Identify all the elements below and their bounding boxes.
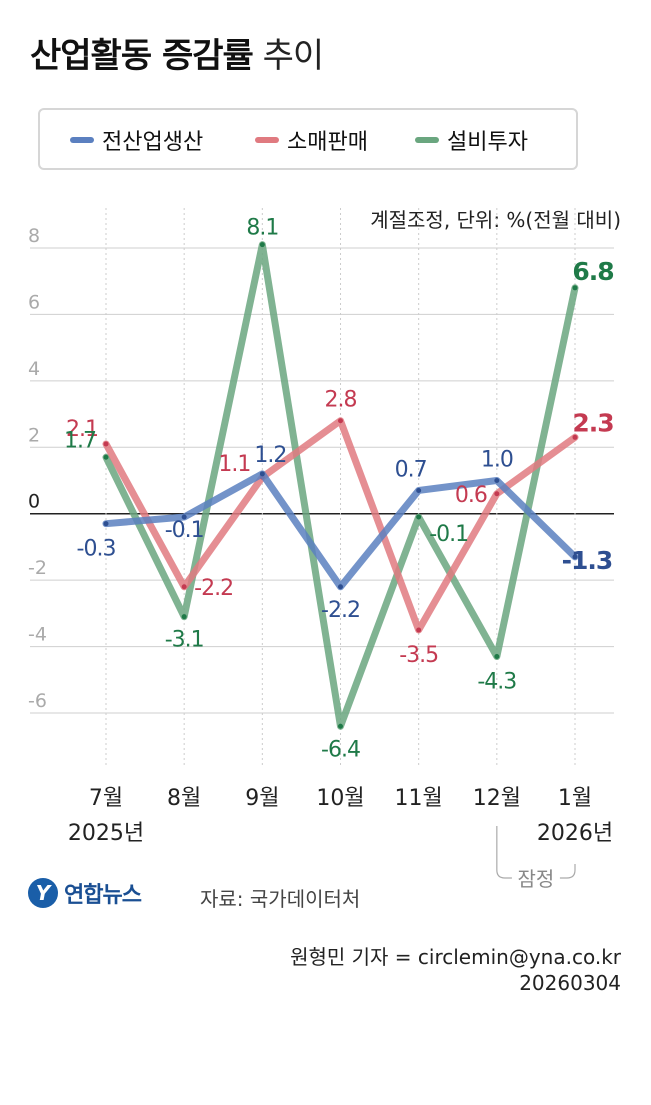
data-label: -1.3 [562,546,613,575]
data-point [103,441,109,447]
data-label: 6.8 [572,257,613,286]
data-point [338,584,343,590]
data-point [103,521,109,527]
y-tick-label: 4 [28,358,40,380]
data-label: -3.1 [165,628,204,653]
publish-date: 20260304 [519,971,621,995]
legend-swatch-investment [415,137,439,143]
y-tick-label: 8 [28,225,40,247]
data-point [259,471,265,477]
data-point [416,487,422,493]
data-point [416,627,422,633]
page-title: 산업활동 증감률 추이 [30,28,325,77]
data-point [494,491,500,497]
data-point [181,614,187,620]
data-point [103,454,109,460]
x-tick-label: 7월 [89,786,123,811]
title-main: 산업활동 증감률 [30,36,254,76]
legend-item-investment: 설비투자 [415,126,528,155]
data-point [338,418,343,424]
x-tick-label: 11월 [395,786,443,811]
data-label: 2.3 [572,408,613,437]
line-chart: 8 6 4 2 0 -2 -4 -6 7월 8월 9월 10월 11월 12월 1월 2025년 2026년잠정… [28,208,615,891]
y-tick-label: -6 [28,690,47,712]
data-point [572,285,578,291]
data-point [181,584,187,590]
data-label: 0.7 [395,457,427,482]
logo-text: 연합뉴스 [64,883,142,908]
data-label: -2.2 [321,598,360,623]
legend-item-retail: 소매판매 [255,126,368,155]
legend-label-production: 전산업생산 [102,130,204,155]
credit: 원형민 기자 = circlemin@yna.co.kr 20260304 [290,944,621,996]
legend-label-investment: 설비투자 [447,130,528,155]
data-label: -6.4 [321,737,360,762]
data-point [572,434,578,440]
data-label: 8.1 [246,216,278,241]
data-label: 1.0 [481,448,513,473]
x-tick-label: 12월 [473,786,521,811]
data-label: -3.5 [399,643,438,668]
unit-note: 계절조정, 단위: %(전월 대비) [370,208,621,232]
year-label: 2026년 [537,821,613,846]
data-point [494,478,500,483]
data-label: 1.1 [218,452,250,477]
data-label: 1.2 [254,443,286,468]
globe-icon: Y [28,878,58,908]
data-label: -0.1 [165,518,204,543]
data-point [572,554,578,560]
legend-swatch-production [70,137,94,143]
y-tick-label: -2 [28,557,47,579]
data-label: -2.2 [194,576,233,601]
legend-label-retail: 소매판매 [287,130,368,155]
reporter-credit: 원형민 기자 = circlemin@yna.co.kr [290,945,621,969]
data-label: -4.3 [477,670,516,695]
y-tick-label: -4 [28,624,47,646]
legend-swatch-retail [255,137,279,143]
data-label: 1.7 [64,428,96,453]
data-label: 2.8 [325,388,357,413]
data-point [181,514,187,520]
x-tick-label: 1월 [558,786,592,811]
agency-logo: Y 연합뉴스 [28,877,142,909]
x-tick-label: 10월 [316,786,364,811]
data-label: 2.1 [66,417,98,442]
title-sub: 추이 [262,36,325,76]
x-tick-label: 9월 [245,786,279,811]
data-point [494,654,500,660]
y-tick-label: 0 [28,491,40,513]
x-tick-label: 8월 [167,786,201,811]
data-label: 0.6 [455,483,487,508]
source-note: 자료: 국가데이터처 [200,887,361,911]
y-tick-label: 6 [28,291,40,313]
data-point [259,242,265,248]
chart-legend: 전산업생산 소매판매 설비투자 [38,108,578,170]
data-point [416,514,422,520]
data-label: -0.3 [77,537,116,562]
y-tick-label: 2 [28,424,40,446]
provisional-label: 잠정 [518,867,555,891]
data-point [338,723,343,729]
data-label: -0.1 [429,522,468,547]
year-label: 2025년 [68,821,144,846]
legend-item-production: 전산업생산 [70,126,204,155]
provisional-bracket [496,826,576,879]
